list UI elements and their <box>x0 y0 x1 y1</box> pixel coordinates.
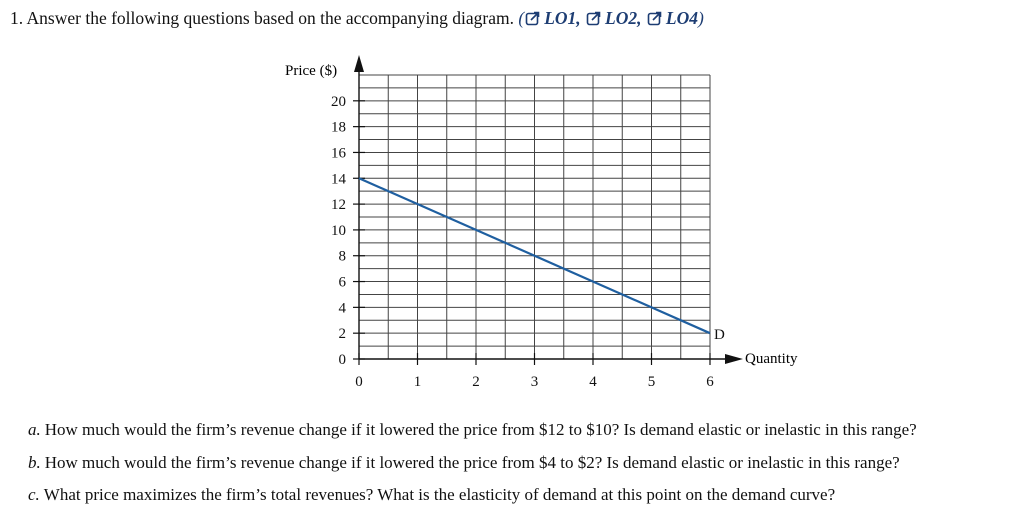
y-tick-label: 10 <box>331 223 346 239</box>
lo1-link[interactable]: LO1, <box>524 8 581 28</box>
open-paren: ( <box>518 8 525 28</box>
y-tick-label: 8 <box>339 249 347 265</box>
y-tick-label: 12 <box>331 197 346 213</box>
chart-series: D <box>358 177 725 343</box>
x-tick-label: 3 <box>531 374 539 390</box>
x-tick-label: 0 <box>355 374 363 390</box>
demand-curve-label: D <box>714 327 725 343</box>
subquestion-letter: b. <box>28 453 41 472</box>
subquestion-b: b. How much would the firm’s revenue chan… <box>28 453 900 473</box>
x-axis-label: Quantity <box>745 351 798 367</box>
external-link-icon <box>647 11 662 26</box>
subquestion-letter: c. <box>28 485 40 504</box>
demand-curve-line <box>358 177 711 335</box>
y-tick-label: 18 <box>331 120 346 136</box>
lo4-link[interactable]: LO4 <box>646 8 698 28</box>
lo2-link[interactable]: LO2, <box>585 8 642 28</box>
question-text: Answer the following questions based on … <box>26 8 515 28</box>
x-tick-label: 2 <box>472 374 480 390</box>
lo1-label: LO1, <box>544 8 581 28</box>
x-tick-label: 1 <box>414 374 422 390</box>
external-link-icon <box>586 11 601 26</box>
subquestion-letter: a. <box>28 420 41 439</box>
x-axis-arrow <box>725 354 743 364</box>
subquestion-a: a. How much would the firm’s revenue chan… <box>28 420 917 440</box>
y-tick-label: 6 <box>339 275 347 291</box>
y-tick-label: 0 <box>339 352 347 368</box>
y-axis-label: Price ($) <box>285 63 337 79</box>
subquestion-c: c. What price maximizes the firm’s total … <box>28 485 835 505</box>
question-number: 1. <box>10 8 24 28</box>
x-tick-label: 5 <box>648 374 656 390</box>
y-axis-arrow <box>354 55 364 72</box>
y-tick-label: 2 <box>339 326 347 342</box>
close-paren: ) <box>697 8 704 28</box>
subquestion-text: How much would the firm’s revenue change… <box>44 420 917 439</box>
chart-grid <box>359 74 711 359</box>
subquestion-text: How much would the firm’s revenue change… <box>44 453 900 472</box>
question-header: 1. Answer the following questions based … <box>10 8 704 29</box>
lo4-label: LO4 <box>665 8 698 28</box>
y-tick-label: 4 <box>339 300 347 316</box>
lo2-label: LO2, <box>605 8 642 28</box>
subquestion-text: What price maximizes the firm’s total re… <box>43 485 836 504</box>
x-tick-label: 6 <box>706 374 714 390</box>
chart-axes <box>354 55 743 364</box>
y-tick-label: 16 <box>331 145 347 161</box>
y-tick-label: 14 <box>331 171 347 187</box>
x-tick-label: 4 <box>589 374 597 390</box>
y-tick-label: 20 <box>331 94 346 110</box>
external-link-icon <box>525 11 540 26</box>
